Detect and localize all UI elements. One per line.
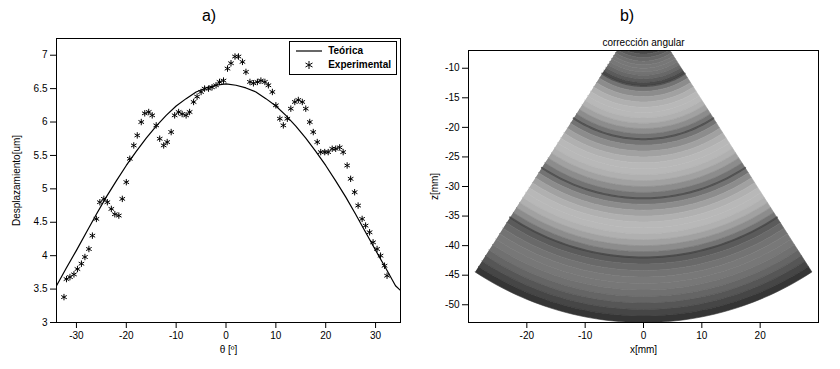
svg-text:5: 5 xyxy=(42,183,48,194)
svg-text:-10: -10 xyxy=(445,62,460,73)
svg-text:-45: -45 xyxy=(445,269,460,280)
svg-text:6: 6 xyxy=(42,116,48,127)
svg-text:-25: -25 xyxy=(445,151,460,162)
html-text:b): b) xyxy=(619,7,635,24)
svg-text:z[mm]: z[mm] xyxy=(429,173,440,200)
svg-text:-10: -10 xyxy=(578,330,593,341)
svg-text:4.5: 4.5 xyxy=(34,216,48,227)
svg-text:Desplazamiento[um]: Desplazamiento[um] xyxy=(11,135,22,226)
svg-text:θ [º]: θ [º] xyxy=(220,344,238,355)
svg-text:x[mm]: x[mm] xyxy=(630,344,657,355)
svg-text:10: 10 xyxy=(696,330,708,341)
svg-text:6.5: 6.5 xyxy=(34,83,48,94)
svg-text:-20: -20 xyxy=(445,122,460,133)
svg-text:4: 4 xyxy=(42,250,48,261)
svg-text:-50: -50 xyxy=(445,299,460,310)
svg-text:3: 3 xyxy=(42,317,48,328)
svg-text:7: 7 xyxy=(42,49,48,60)
html-text:Experimental: Experimental xyxy=(328,59,391,70)
svg-text:-20: -20 xyxy=(119,330,134,341)
svg-text:5.5: 5.5 xyxy=(34,150,48,161)
svg-text:0: 0 xyxy=(641,330,647,341)
svg-text:-30: -30 xyxy=(445,181,460,192)
svg-text:-20: -20 xyxy=(520,330,535,341)
svg-text:corrección angular: corrección angular xyxy=(602,37,685,48)
svg-text:10: 10 xyxy=(270,330,282,341)
svg-text:20: 20 xyxy=(755,330,767,341)
svg-text:-30: -30 xyxy=(69,330,84,341)
svg-text:30: 30 xyxy=(370,330,382,341)
svg-text:3.5: 3.5 xyxy=(34,283,48,294)
html-text:a): a) xyxy=(201,7,217,24)
html-text:Teórica: Teórica xyxy=(328,45,363,56)
svg-text:-40: -40 xyxy=(445,240,460,251)
svg-text:-35: -35 xyxy=(445,210,460,221)
svg-text:20: 20 xyxy=(320,330,332,341)
svg-text:-10: -10 xyxy=(169,330,184,341)
svg-text:0: 0 xyxy=(223,330,229,341)
svg-text:-15: -15 xyxy=(445,92,460,103)
